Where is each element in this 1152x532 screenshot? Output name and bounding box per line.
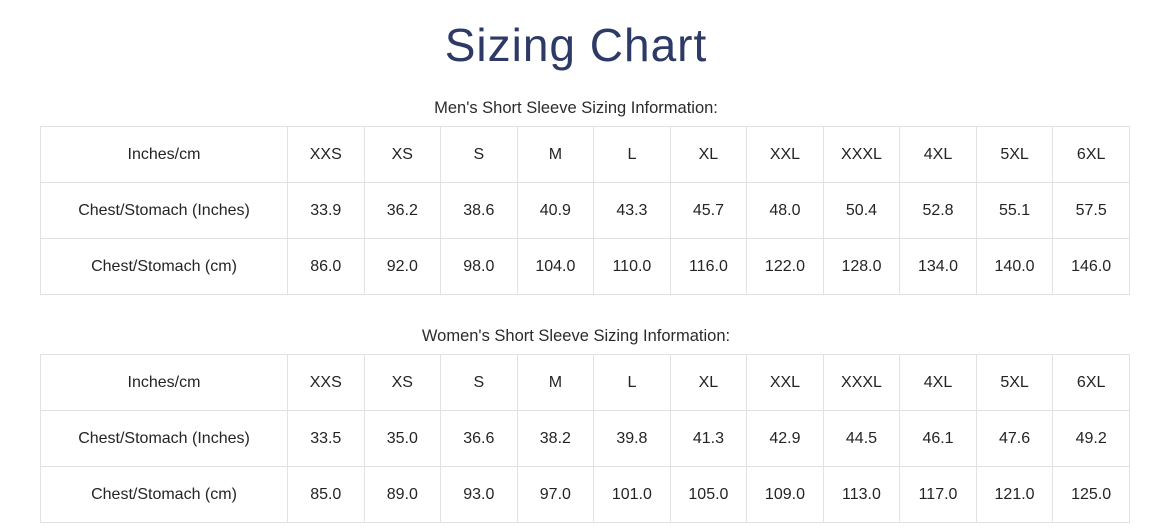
size-header-cell: XL: [669, 354, 748, 411]
sizing-table: Inches/cm XXS XS S M L XL XXL XXXL 4XL 5XL 6XL Chest…: [40, 354, 1130, 523]
size-header-cell: 4XL: [899, 126, 977, 183]
size-header-cell: S: [440, 126, 518, 183]
page-title: Sizing Chart: [444, 19, 708, 71]
measurement-value-cell: 125.0: [1052, 466, 1130, 523]
units-header-cell: Inches/cm: [40, 126, 288, 183]
measurement-value-cell: 98.0: [440, 238, 518, 295]
measurement-value-cell: 48.0: [746, 182, 824, 239]
measurement-value-cell: 104.0: [516, 238, 595, 295]
measurement-value-cell: 121.0: [975, 466, 1054, 523]
measurement-value-cell: 117.0: [899, 466, 977, 523]
measurement-value-cell: 55.1: [975, 182, 1054, 239]
size-header-cell: XXXL: [822, 354, 901, 411]
units-header-cell: Inches/cm: [40, 354, 288, 411]
measurement-value-cell: 97.0: [516, 466, 595, 523]
size-header-cell: L: [593, 354, 671, 411]
measurement-value-cell: 45.7: [669, 182, 748, 239]
size-header-cell: 5XL: [975, 354, 1054, 411]
sizing-table: Inches/cm XXS XS S M L XL XXL XXXL 4XL 5XL 6XL Chest…: [40, 126, 1130, 295]
sizing-tables-container: Men's Short Sleeve Sizing Information: In…: [0, 97, 1152, 523]
measurement-row: Chest/Stomach (cm) 85.0 89.0 93.0 97.0 101.0 1…: [40, 466, 1130, 523]
measurement-row: Chest/Stomach (Inches) 33.5 35.0 36.6 38.2 39…: [40, 410, 1130, 467]
measurement-value-cell: 47.6: [975, 410, 1054, 467]
measurement-value-cell: 41.3: [669, 410, 748, 467]
size-header-row: Inches/cm XXS XS S M L XL XXL XXXL 4XL 5XL 6XL: [40, 126, 1130, 183]
size-header-cell: XXL: [746, 354, 824, 411]
measurement-value-cell: 49.2: [1052, 410, 1130, 467]
size-header-cell: M: [516, 354, 595, 411]
size-header-cell: XXS: [287, 126, 365, 183]
size-header-cell: 6XL: [1052, 126, 1130, 183]
measurement-value-cell: 33.9: [287, 182, 365, 239]
measurement-value-cell: 38.2: [516, 410, 595, 467]
size-header-cell: S: [440, 354, 518, 411]
size-header-cell: XS: [363, 354, 442, 411]
measurement-value-cell: 122.0: [746, 238, 824, 295]
size-header-cell: L: [593, 126, 671, 183]
measurement-value-cell: 93.0: [440, 466, 518, 523]
measurement-label-cell: Chest/Stomach (cm): [40, 466, 288, 523]
size-header-cell: 4XL: [899, 354, 977, 411]
measurement-value-cell: 105.0: [669, 466, 748, 523]
size-header-cell: XXXL: [822, 126, 901, 183]
sizing-table-body: Inches/cm XXS XS S M L XL XXL XXXL 4XL 5XL 6XL Chest…: [40, 354, 1130, 523]
size-header-cell: 5XL: [975, 126, 1054, 183]
measurement-value-cell: 36.6: [440, 410, 518, 467]
measurement-value-cell: 92.0: [363, 238, 442, 295]
measurement-value-cell: 39.8: [593, 410, 671, 467]
size-header-cell: M: [516, 126, 595, 183]
measurement-value-cell: 85.0: [287, 466, 365, 523]
measurement-value-cell: 44.5: [822, 410, 901, 467]
size-header-cell: XXS: [287, 354, 365, 411]
measurement-value-cell: 33.5: [287, 410, 365, 467]
measurement-value-cell: 57.5: [1052, 182, 1130, 239]
measurement-value-cell: 50.4: [822, 182, 901, 239]
size-header-cell: XXL: [746, 126, 824, 183]
measurement-value-cell: 110.0: [593, 238, 671, 295]
measurement-value-cell: 109.0: [746, 466, 824, 523]
size-header-cell: XL: [669, 126, 748, 183]
size-header-row: Inches/cm XXS XS S M L XL XXL XXXL 4XL 5XL 6XL: [40, 354, 1130, 411]
measurement-label-cell: Chest/Stomach (cm): [40, 238, 288, 295]
measurement-value-cell: 113.0: [822, 466, 901, 523]
measurement-value-cell: 52.8: [899, 182, 977, 239]
measurement-value-cell: 38.6: [440, 182, 518, 239]
size-header-cell: 6XL: [1052, 354, 1130, 411]
measurement-value-cell: 40.9: [516, 182, 595, 239]
measurement-row: Chest/Stomach (Inches) 33.9 36.2 38.6 40.9 43…: [40, 182, 1130, 239]
measurement-value-cell: 89.0: [363, 466, 442, 523]
section-title: Women's Short Sleeve Sizing Information:: [421, 327, 731, 345]
measurement-label-cell: Chest/Stomach (Inches): [40, 182, 288, 239]
measurement-value-cell: 140.0: [975, 238, 1054, 295]
measurement-value-cell: 42.9: [746, 410, 824, 467]
measurement-label-cell: Chest/Stomach (Inches): [40, 410, 288, 467]
measurement-row: Chest/Stomach (cm) 86.0 92.0 98.0 104.0 110.0…: [40, 238, 1130, 295]
measurement-value-cell: 116.0: [669, 238, 748, 295]
sizing-table-body: Inches/cm XXS XS S M L XL XXL XXXL 4XL 5XL 6XL Chest…: [40, 126, 1130, 295]
section-title: Men's Short Sleeve Sizing Information:: [434, 99, 718, 117]
measurement-value-cell: 134.0: [899, 238, 977, 295]
measurement-value-cell: 46.1: [899, 410, 977, 467]
measurement-value-cell: 35.0: [363, 410, 442, 467]
measurement-value-cell: 101.0: [593, 466, 671, 523]
measurement-value-cell: 128.0: [822, 238, 901, 295]
measurement-value-cell: 36.2: [363, 182, 442, 239]
measurement-value-cell: 86.0: [287, 238, 365, 295]
size-header-cell: XS: [363, 126, 442, 183]
measurement-value-cell: 43.3: [593, 182, 671, 239]
measurement-value-cell: 146.0: [1052, 238, 1130, 295]
